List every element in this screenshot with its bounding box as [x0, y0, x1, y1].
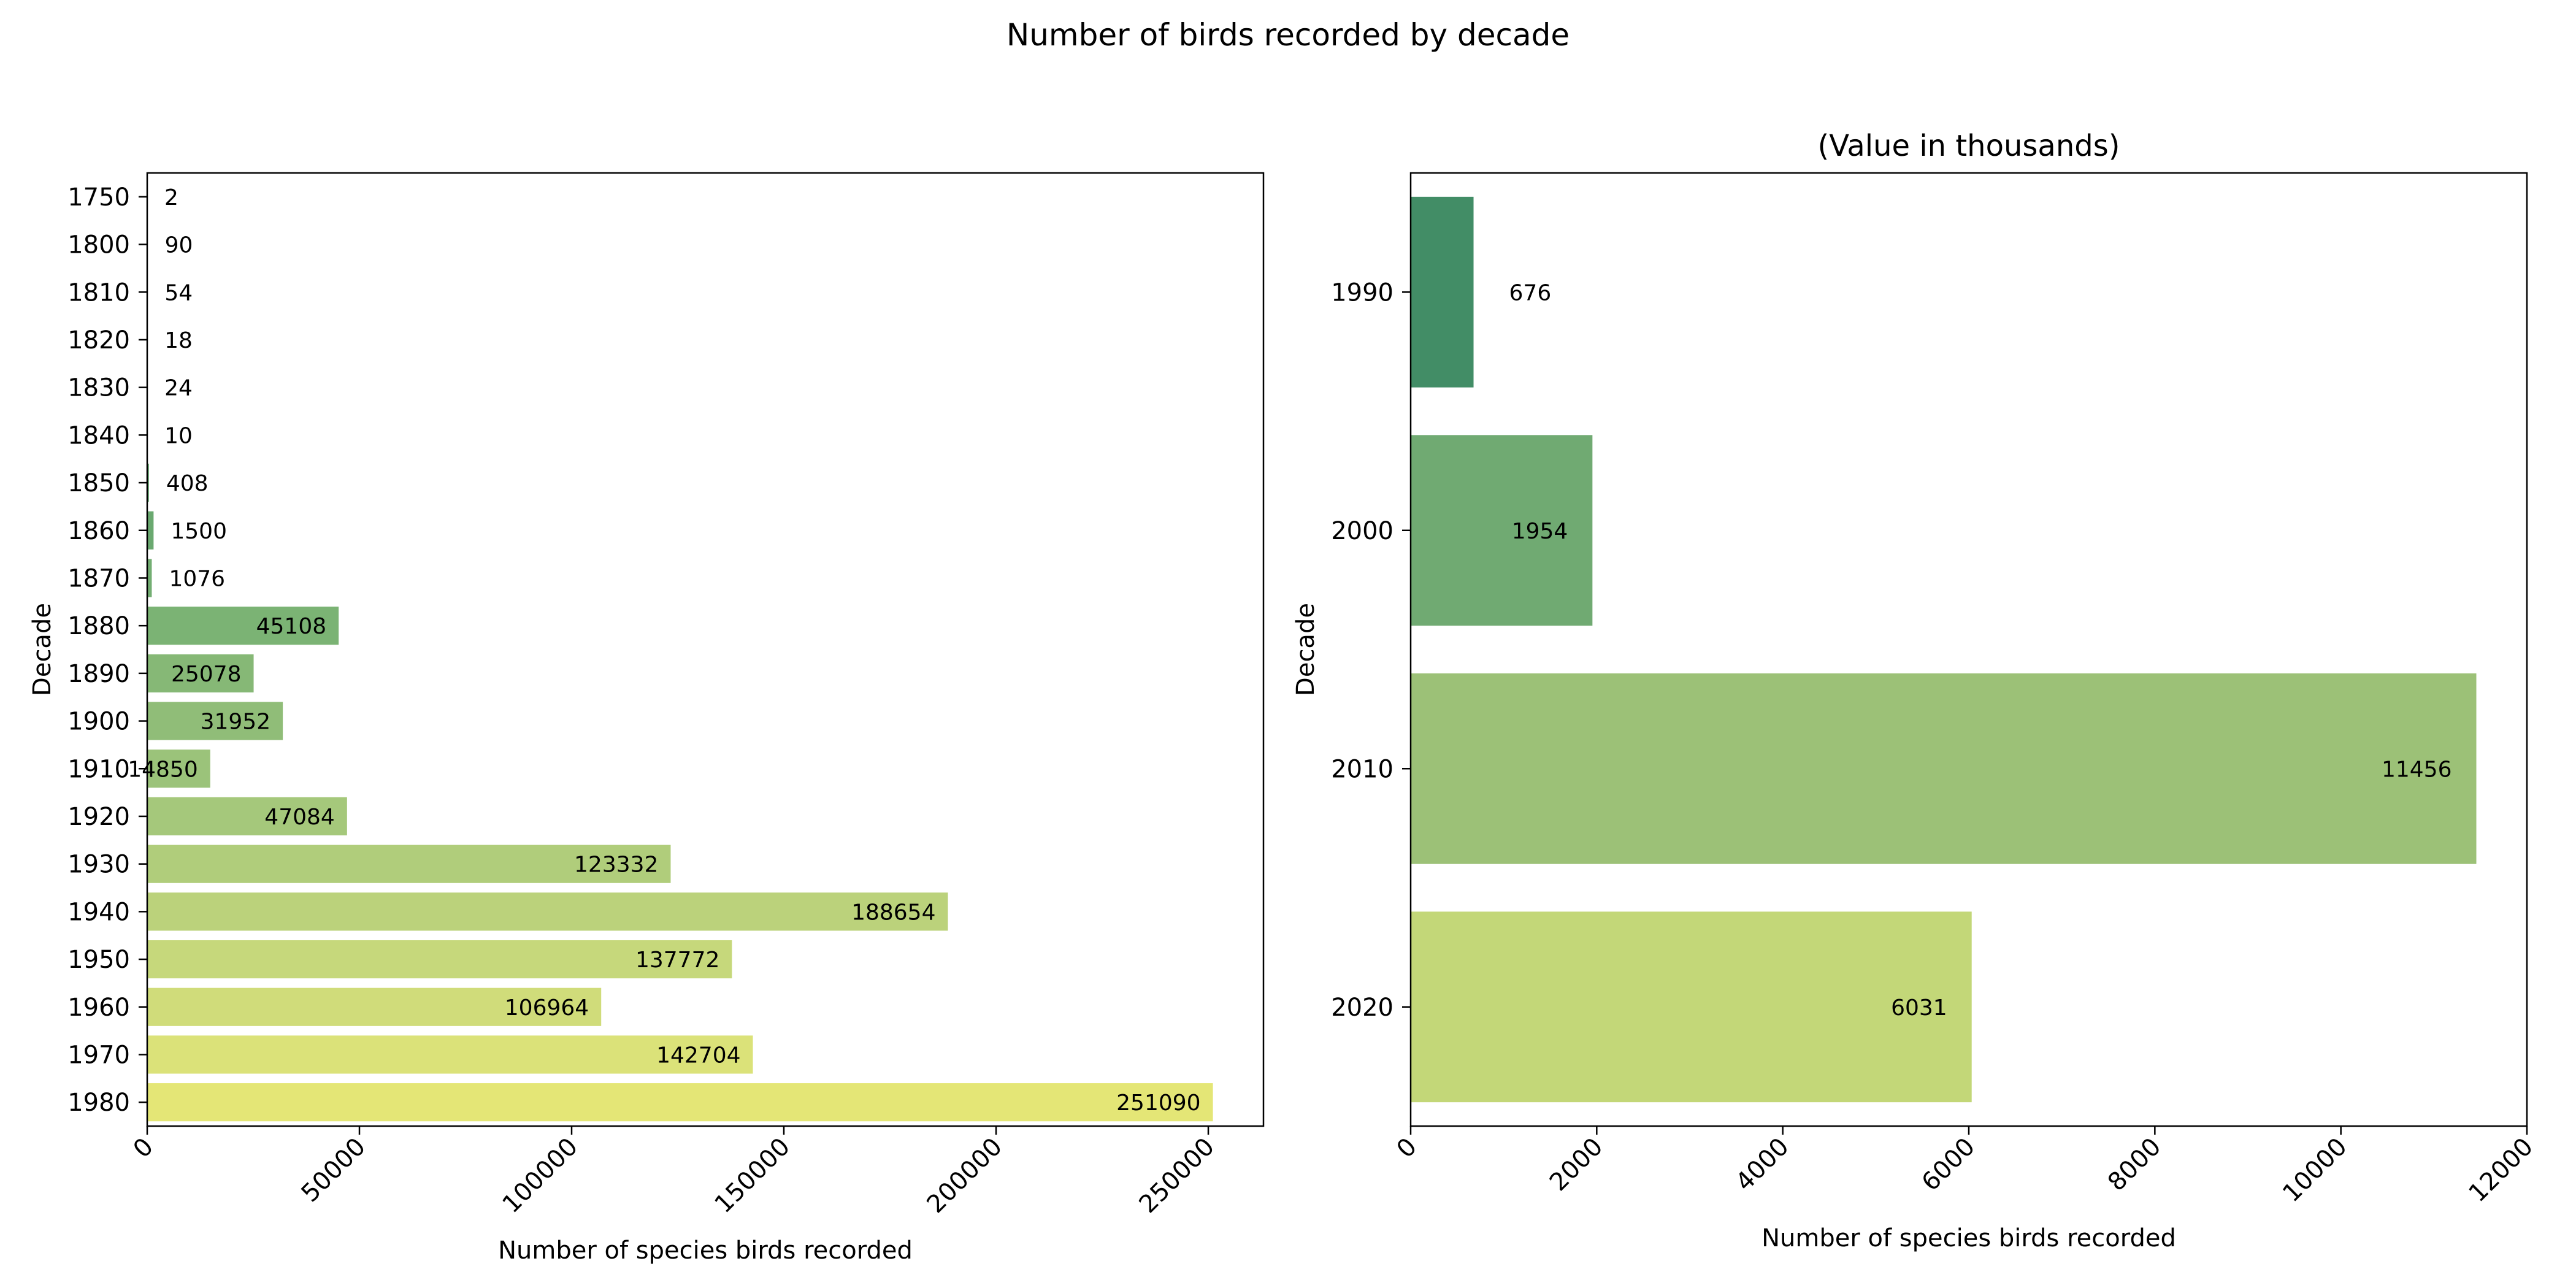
x-tick-label-150000: 150000: [710, 1133, 796, 1219]
figure-title: Number of birds recorded by decade: [1006, 17, 1570, 53]
x-axis-label: Number of species birds recorded: [1761, 1224, 2176, 1252]
y-tick-label-1890: 1890: [67, 660, 130, 688]
x-axis-label: Number of species birds recorded: [498, 1236, 913, 1265]
bar-value-label-1800: 90: [165, 233, 193, 258]
y-tick-label-1840: 1840: [67, 421, 130, 450]
x-tick-label-0: 0: [1392, 1133, 1423, 1164]
y-tick-label-2010: 2010: [1331, 755, 1393, 783]
bar-value-label-2000: 1954: [1512, 519, 1568, 544]
bar-1930: [147, 845, 671, 883]
y-tick-label-1800: 1800: [67, 231, 130, 259]
x-tick-label-8000: 8000: [2103, 1133, 2167, 1197]
y-tick-label-1900: 1900: [67, 708, 130, 736]
bar-1970: [147, 1035, 753, 1074]
right-chart-panel: 1990 676 2000 1954 2010 11456 2020 6031 0 2000 400…: [1292, 129, 2539, 1252]
bar-value-label-1860: 1500: [171, 519, 227, 544]
x-tick-label-6000: 6000: [1917, 1133, 1981, 1197]
bar-value-label-1880: 45108: [256, 614, 327, 639]
y-tick-label-1930: 1930: [67, 851, 130, 879]
left-chart-panel: 1750 2 1800 90 1810 54 1820 18 1830 24 1840 10 1850 4…: [28, 172, 1265, 1265]
bar-value-label-1910: 14850: [128, 757, 198, 782]
y-tick-label-1860: 1860: [67, 517, 130, 545]
bar-1850: [147, 463, 149, 502]
y-tick-label-1980: 1980: [67, 1089, 130, 1117]
y-tick-label-1910: 1910: [67, 755, 130, 783]
bar-value-label-1810: 54: [164, 280, 193, 305]
plot-frame: [146, 172, 1265, 1127]
bar-value-label-1870: 1076: [169, 566, 225, 591]
panel-title: (Value in thousands): [1818, 129, 2120, 163]
bar-value-label-1890: 25078: [171, 662, 242, 687]
bar-1890: [147, 654, 254, 692]
bar-1860: [147, 511, 154, 550]
y-tick-label-1940: 1940: [67, 898, 130, 926]
bar-value-label-2020: 6031: [1891, 995, 1947, 1021]
bar-value-label-2010: 11456: [2382, 757, 2452, 782]
bar-1920: [147, 797, 347, 836]
y-tick-label-1750: 1750: [67, 183, 130, 212]
bar-1940: [147, 892, 948, 931]
y-tick-label-1820: 1820: [67, 326, 130, 355]
bar-value-label-1970: 142704: [656, 1043, 740, 1068]
x-tick-label-50000: 50000: [296, 1133, 372, 1208]
bar-1880: [147, 607, 339, 645]
bar-value-label-1900: 31952: [201, 710, 271, 735]
bar-2000: [1411, 435, 1593, 626]
y-tick-label-1920: 1920: [67, 803, 130, 831]
bar-2020: [1411, 911, 1972, 1103]
y-tick-label-1880: 1880: [67, 612, 130, 640]
bar-1950: [147, 940, 732, 979]
y-axis-label: Decade: [1292, 603, 1320, 696]
bar-value-label-1750: 2: [164, 185, 178, 210]
bar-value-label-1920: 47084: [264, 805, 335, 830]
x-tick-label-100000: 100000: [497, 1133, 584, 1219]
bar-1990: [1411, 196, 1474, 388]
x-tick-label-10000: 10000: [2277, 1133, 2353, 1208]
x-tick-label-2000: 2000: [1544, 1133, 1609, 1197]
x-tick-label-4000: 4000: [1730, 1133, 1795, 1197]
y-tick-label-2000: 2000: [1331, 517, 1393, 545]
bar-value-label-1930: 123332: [574, 853, 658, 878]
y-tick-label-1970: 1970: [67, 1041, 130, 1069]
bar-value-label-1990: 676: [1509, 280, 1552, 305]
y-tick-label-2020: 2020: [1331, 994, 1393, 1022]
x-tick-label-12000: 12000: [2464, 1133, 2539, 1208]
x-tick-label-0: 0: [128, 1133, 159, 1164]
bar-1900: [147, 702, 283, 740]
bar-2010: [1411, 673, 2477, 864]
bar-1980: [147, 1083, 1213, 1122]
y-tick-label-1950: 1950: [67, 946, 130, 974]
bar-value-label-1850: 408: [166, 471, 209, 496]
bar-value-label-1940: 188654: [851, 900, 935, 925]
y-tick-label-1830: 1830: [67, 374, 130, 402]
y-tick-label-1810: 1810: [67, 278, 130, 307]
bar-value-label-1950: 137772: [635, 948, 719, 973]
bar-value-label-1820: 18: [164, 328, 193, 353]
bar-1870: [147, 559, 152, 597]
x-tick-label-250000: 250000: [1134, 1133, 1221, 1219]
y-tick-label-1990: 1990: [1331, 278, 1393, 307]
y-tick-label-1960: 1960: [67, 994, 130, 1022]
bar-1960: [147, 987, 602, 1026]
bar-value-label-1980: 251090: [1116, 1091, 1200, 1116]
x-tick-label-200000: 200000: [922, 1133, 1008, 1219]
y-axis-label: Decade: [28, 603, 56, 696]
y-tick-label-1850: 1850: [67, 469, 130, 497]
bar-value-label-1830: 24: [164, 376, 193, 401]
bar-value-label-1960: 106964: [505, 995, 589, 1021]
y-tick-label-1870: 1870: [67, 564, 130, 592]
bar-value-label-1840: 10: [164, 423, 193, 448]
bar-1910: [147, 749, 210, 788]
